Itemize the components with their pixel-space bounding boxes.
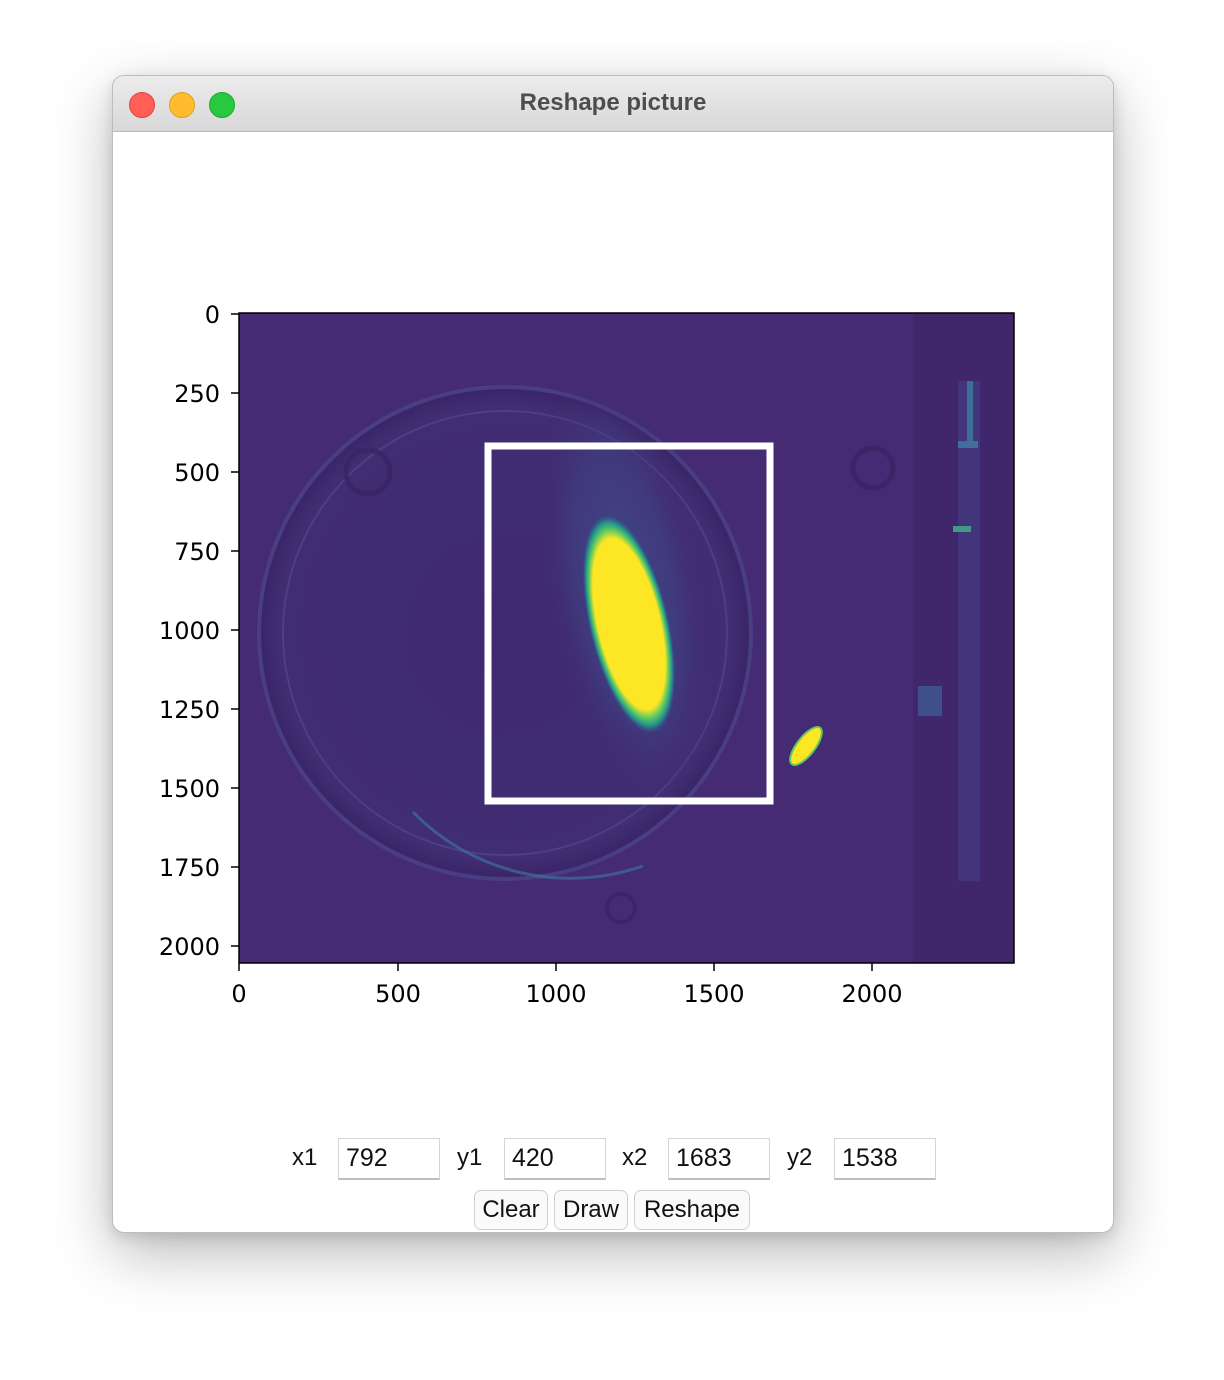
y-tick-label: 1500 bbox=[159, 775, 220, 803]
selection-rectangle bbox=[484, 442, 774, 805]
x2-input[interactable] bbox=[668, 1138, 770, 1180]
x2-label: x2 bbox=[622, 1144, 648, 1171]
rail-mark bbox=[953, 526, 971, 532]
x-tick-label: 0 bbox=[231, 980, 246, 1008]
y-tick-label: 500 bbox=[174, 459, 220, 487]
clear-button[interactable]: Clear bbox=[474, 1190, 548, 1230]
y-axis-ticks bbox=[231, 313, 239, 947]
y-tick-label: 1000 bbox=[159, 617, 220, 645]
x-tick-label: 1500 bbox=[683, 980, 744, 1008]
reflection-spot bbox=[789, 726, 823, 766]
screw-bottom bbox=[605, 892, 637, 924]
x1-input[interactable] bbox=[338, 1138, 440, 1180]
x-axis-ticks bbox=[238, 963, 873, 971]
title-bar: Reshape picture bbox=[113, 76, 1113, 132]
y1-input[interactable] bbox=[504, 1138, 606, 1180]
image-content bbox=[239, 313, 1014, 963]
x-tick-label: 1000 bbox=[525, 980, 586, 1008]
close-window-button[interactable] bbox=[129, 92, 155, 118]
rail-block bbox=[918, 686, 942, 716]
window-title: Reshape picture bbox=[519, 89, 707, 116]
minimize-window-button[interactable] bbox=[169, 92, 195, 118]
x1-label: x1 bbox=[292, 1144, 318, 1171]
y-tick-label: 750 bbox=[174, 538, 220, 566]
reshape-button[interactable]: Reshape bbox=[634, 1190, 750, 1230]
draw-button[interactable]: Draw bbox=[554, 1190, 628, 1230]
maximize-window-button[interactable] bbox=[209, 92, 235, 118]
x-tick-label: 2000 bbox=[841, 980, 902, 1008]
y2-label: y2 bbox=[787, 1144, 813, 1171]
main-window: Reshape picture bbox=[112, 75, 1114, 1233]
image-plot: 0 500 1000 1500 2000 0 250 500 750 1000 … bbox=[159, 301, 1015, 1008]
y2-input[interactable] bbox=[834, 1138, 936, 1180]
y-tick-label: 1750 bbox=[159, 854, 220, 882]
y1-label: y1 bbox=[457, 1144, 483, 1171]
lens-outer-ring bbox=[257, 385, 753, 881]
lens-third-ring bbox=[282, 410, 728, 856]
rail-highlight bbox=[967, 381, 973, 441]
y-tick-label: 1250 bbox=[159, 696, 220, 724]
y-tick-label: 2000 bbox=[159, 933, 220, 961]
rail-mark-2 bbox=[958, 441, 978, 448]
x-tick-label: 500 bbox=[375, 980, 421, 1008]
right-rail bbox=[958, 381, 980, 881]
screw-right bbox=[850, 445, 896, 491]
axes-frame bbox=[238, 312, 1015, 964]
y-tick-label: 250 bbox=[174, 380, 220, 408]
y-tick-label: 0 bbox=[205, 301, 220, 329]
screw-left bbox=[343, 447, 393, 497]
beam-spot bbox=[582, 514, 676, 734]
lens-reflection-arc bbox=[411, 810, 644, 880]
